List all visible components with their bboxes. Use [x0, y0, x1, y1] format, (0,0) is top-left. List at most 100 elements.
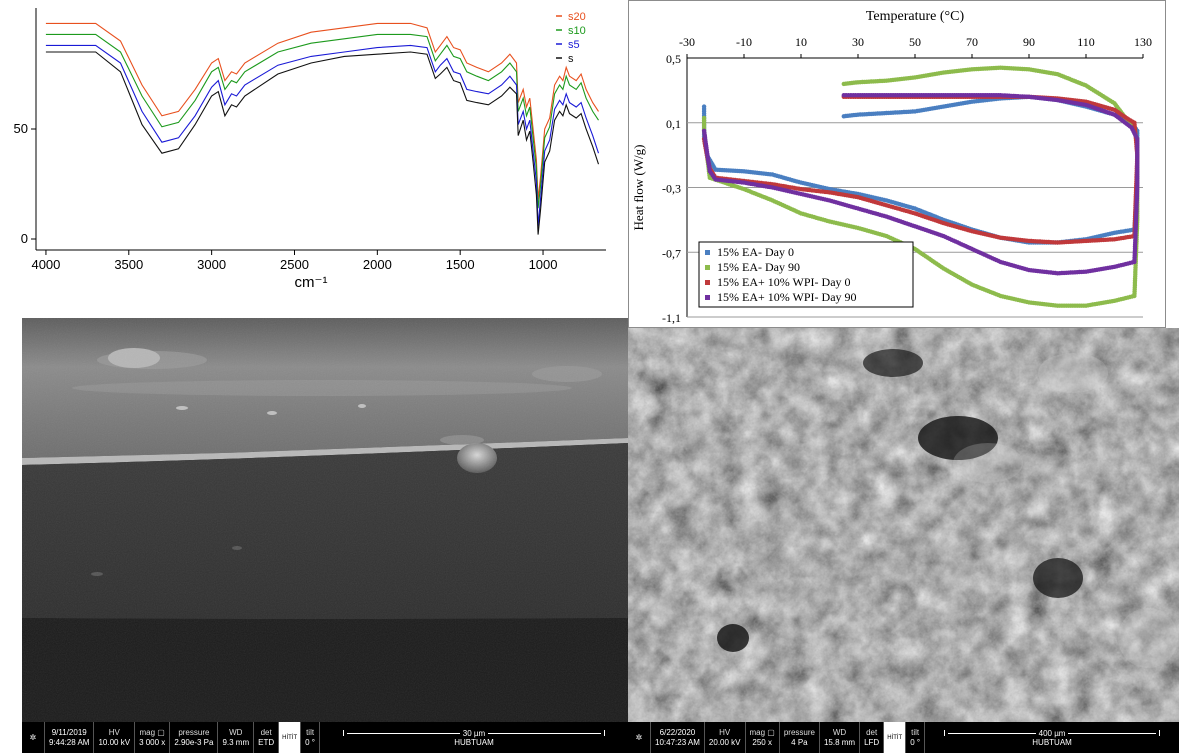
- mag-value: 3 000 x: [139, 737, 166, 747]
- fei-logo-icon: ✲: [628, 722, 651, 753]
- dsc-point: [841, 93, 846, 98]
- tilt-cell: tilt 0 °: [906, 722, 926, 753]
- hv-cell: HV 10.00 kV: [94, 722, 136, 753]
- ftir-x-tick-label: 2000: [363, 257, 392, 272]
- dsc-x-tick-label: -10: [736, 35, 752, 49]
- hv-cell: HV 20.00 kV: [705, 722, 746, 753]
- dsc-plot: Temperature (°C) -30 -10 10 30 50 70 90 110 130 0,…: [631, 9, 1152, 325]
- scale-bar-line: 30 µm: [343, 729, 605, 738]
- mag-cell: mag ▢ 250 x: [746, 722, 780, 753]
- tilt-cell: tilt 0 °: [301, 722, 320, 753]
- institution-logo-text: HİTİT: [282, 734, 298, 741]
- lab-name: HUBTUAM: [1032, 737, 1072, 747]
- dsc-x-tick-label: 90: [1023, 35, 1035, 49]
- pressure-cell: pressure 4 Pa: [780, 722, 820, 753]
- dsc-y-tick-label: -0,3: [662, 182, 681, 196]
- wd-cell: WD 15.8 mm: [820, 722, 861, 753]
- det-label: det: [260, 727, 272, 737]
- fei-logo-icon: ✲: [22, 722, 45, 753]
- dsc-x-tick-label: 70: [966, 35, 978, 49]
- dsc-x-tick-label: 50: [909, 35, 921, 49]
- institution-logo-text: HİTİT: [887, 734, 903, 741]
- det-label: det: [866, 727, 878, 737]
- ftir-legend-label: s10: [568, 25, 586, 37]
- dsc-legend-label: 15% EA+ 10% WPI- Day 0: [717, 275, 851, 289]
- pressure-value: 2.90e-3 Pa: [174, 737, 214, 747]
- hv-label: HV: [719, 727, 731, 737]
- mag-label: mag ▢: [749, 727, 775, 737]
- sem-info-bar: ✲ 9/11/2019 9:44:28 AM HV 10.00 kV mag ▢…: [22, 722, 628, 753]
- tilt-value: 0 °: [305, 737, 315, 747]
- ftir-series-s20: [45, 22, 599, 200]
- dsc-series-3: [701, 93, 1140, 276]
- mag-label: mag ▢: [139, 727, 165, 737]
- ftir-y-tick-label: 0: [21, 231, 28, 246]
- dsc-x-tick-label: 30: [852, 35, 864, 49]
- acquisition-date: 6/22/2020: [659, 727, 696, 737]
- dsc-legend-label: 15% EA- Day 0: [717, 245, 794, 259]
- acquisition-datetime: 6/22/2020 10:47:23 AM: [651, 722, 705, 753]
- ftir-x-axis-label: cm⁻¹: [295, 274, 328, 291]
- dsc-x-tick-label: -30: [679, 35, 695, 49]
- pressure-value: 4 Pa: [791, 737, 808, 747]
- dsc-legend-box: [698, 241, 914, 308]
- scale-bar-label: 400 µm: [1038, 728, 1066, 738]
- sem-image-film-cross-section: ✲ 9/11/2019 9:44:28 AM HV 10.00 kV mag ▢…: [22, 318, 628, 753]
- dsc-legend-label: 15% EA+ 10% WPI- Day 90: [717, 290, 857, 304]
- dsc-x-tick-label: 110: [1077, 35, 1095, 49]
- wd-label: WD: [229, 727, 243, 737]
- hv-value: 10.00 kV: [98, 737, 131, 747]
- dsc-legend-marker: [705, 265, 710, 270]
- det-cell: det LFD: [860, 722, 885, 753]
- dsc-y-tick-label: -0,7: [662, 246, 681, 260]
- hv-value: 20.00 kV: [708, 737, 741, 747]
- pressure-label: pressure: [178, 727, 210, 737]
- ftir-legend-label: s: [568, 53, 574, 65]
- ftir-x-tick-label: 1500: [446, 257, 475, 272]
- hv-label: HV: [108, 727, 120, 737]
- tilt-label: tilt: [306, 727, 315, 737]
- tilt-label: tilt: [911, 727, 920, 737]
- ftir-x-tick-label: 2500: [280, 257, 309, 272]
- scale-bar-line: 400 µm: [944, 729, 1160, 738]
- scale-bar: 400 µm HUBTUAM: [925, 722, 1179, 753]
- institution-logo: HİTİT: [279, 722, 302, 753]
- dsc-legend-marker: [705, 280, 710, 285]
- dsc-point: [841, 81, 846, 87]
- wd-value: 15.8 mm: [823, 737, 856, 747]
- ftir-plot: 4000 3500 3000 2500 2000 1500 1000 0 50 cm⁻¹ s20 s1…: [14, 8, 606, 291]
- dsc-y-tick-label: 0,1: [666, 117, 681, 131]
- mag-value: 250 x: [752, 737, 772, 747]
- ftir-series-s5: [45, 44, 600, 226]
- dsc-point: [841, 114, 846, 119]
- ftir-x-tick-label: 3500: [114, 257, 143, 272]
- dsc-series-0: [701, 94, 1140, 245]
- pressure-cell: pressure 2.90e-3 Pa: [170, 722, 219, 753]
- ftir-x-tick-label: 1000: [529, 257, 558, 272]
- institution-logo: HİTİT: [884, 722, 907, 753]
- sem-image-rough-surface: ✲ 6/22/2020 10:47:23 AM HV 20.00 kV mag …: [628, 328, 1179, 753]
- pressure-label: pressure: [783, 727, 815, 737]
- dsc-legend-marker: [705, 295, 710, 300]
- ftir-series-s10: [45, 33, 599, 209]
- sem-micrograph-smooth: [22, 318, 628, 722]
- wd-cell: WD 9.3 mm: [218, 722, 255, 753]
- dsc-legend-label: 15% EA- Day 90: [717, 260, 800, 274]
- det-cell: det ETD: [254, 722, 280, 753]
- dsc-series-2: [701, 94, 1140, 245]
- det-value: LFD: [864, 737, 880, 747]
- lab-name: HUBTUAM: [454, 737, 494, 747]
- tilt-value: 0 °: [910, 737, 921, 747]
- acquisition-time: 10:47:23 AM: [655, 737, 700, 747]
- acquisition-date: 9/11/2019: [51, 727, 87, 737]
- sem-info-bar-2: ✲ 6/22/2020 10:47:23 AM HV 20.00 kV mag …: [628, 722, 1179, 753]
- det-value: ETD: [258, 737, 275, 747]
- dsc-y-tick-label: 0,5: [666, 52, 681, 66]
- acquisition-time: 9:44:28 AM: [49, 737, 90, 747]
- ftir-y-tick-label: 50: [14, 121, 28, 136]
- dsc-x-tick-label: 10: [795, 35, 807, 49]
- dsc-legend-marker: [705, 250, 710, 255]
- ftir-x-tick-label: 3000: [197, 257, 226, 272]
- ftir-legend-label: s5: [568, 39, 580, 51]
- ftir-series-s: [45, 51, 600, 235]
